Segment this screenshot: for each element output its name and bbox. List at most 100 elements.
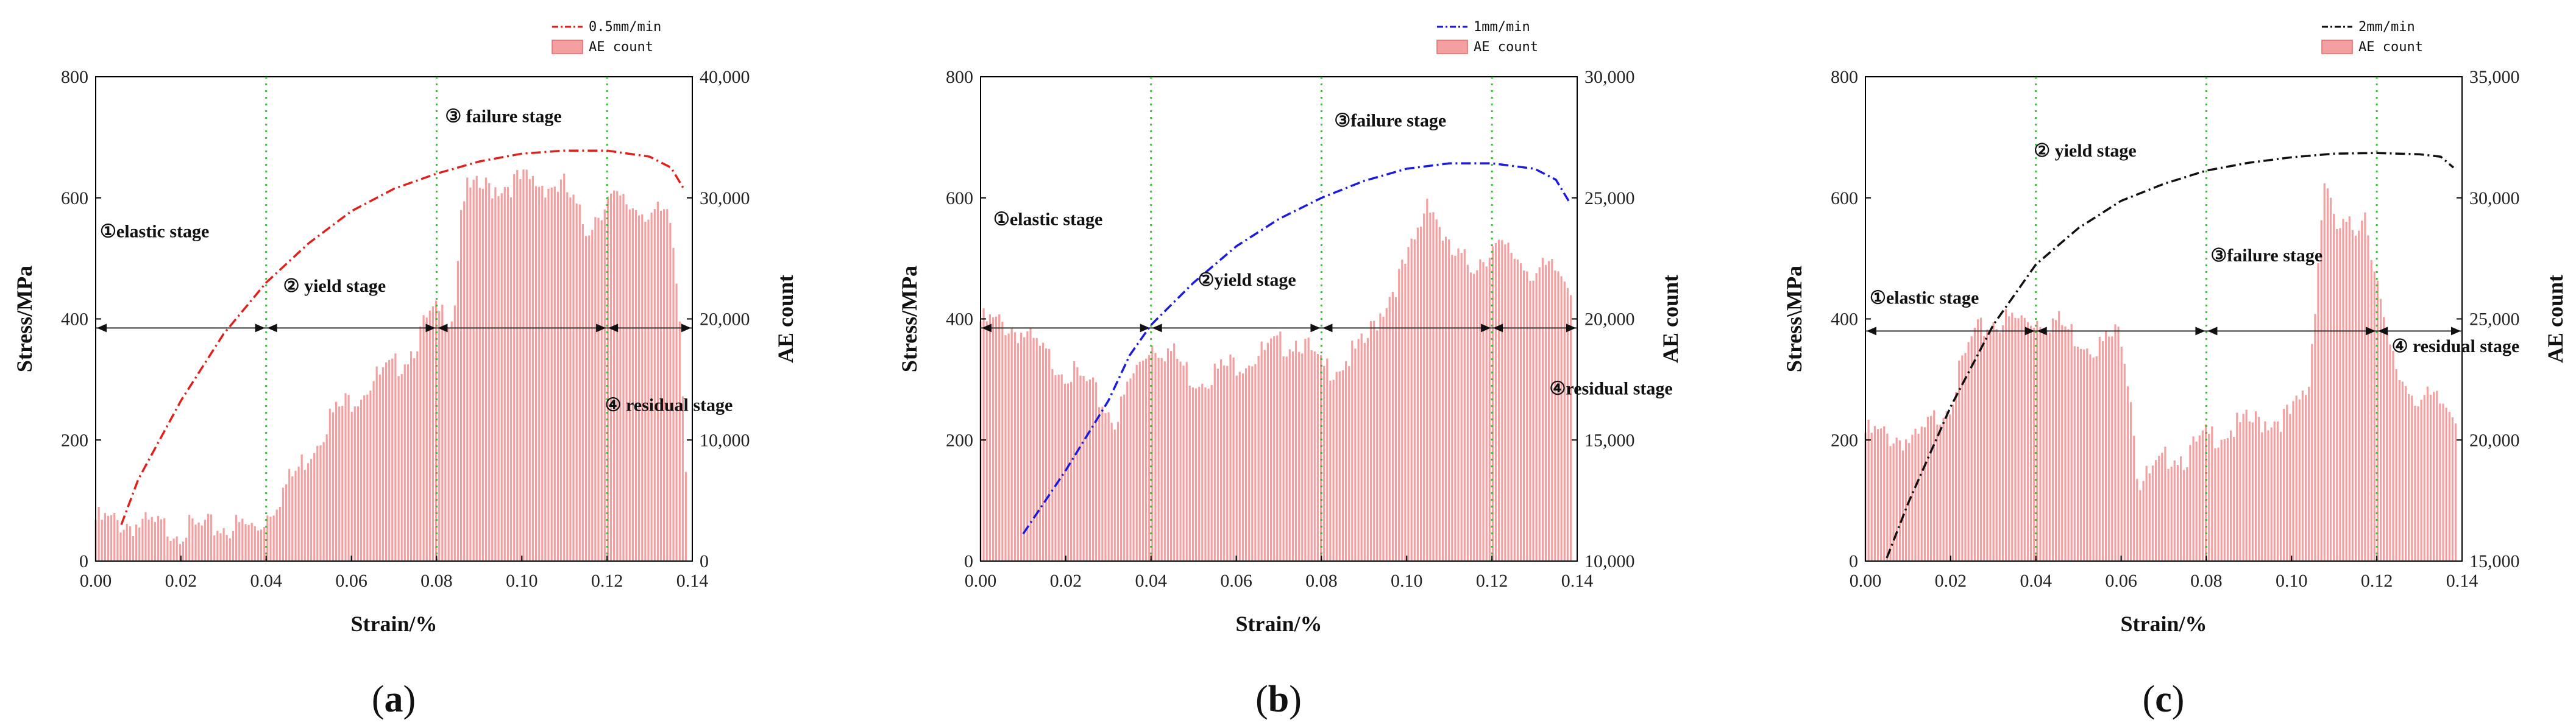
arrow-head bbox=[1493, 323, 1503, 333]
legend-line-label: 2mm/min bbox=[2358, 19, 2415, 35]
ae-bar bbox=[456, 261, 459, 561]
ae-bar bbox=[135, 525, 138, 561]
ae-bar bbox=[1060, 374, 1063, 561]
ae-bar bbox=[2092, 357, 2095, 561]
ae-bar bbox=[1229, 354, 1232, 561]
ae-bar bbox=[2083, 349, 2085, 561]
ae-bar bbox=[1432, 212, 1435, 561]
ae-bar bbox=[2114, 324, 2117, 561]
ae-bar bbox=[1473, 274, 1475, 561]
ae-bar bbox=[350, 411, 353, 561]
plot-frame bbox=[95, 76, 693, 562]
ae-bar bbox=[2211, 426, 2213, 561]
ae-bar bbox=[1007, 333, 1010, 561]
ae-bar bbox=[2026, 322, 2029, 561]
ae-bar bbox=[1204, 387, 1207, 561]
ae-bar bbox=[397, 376, 400, 561]
x-axis-title: Strain/% bbox=[350, 612, 437, 636]
ae-bar bbox=[260, 529, 263, 561]
x-tick-label: 0.04 bbox=[250, 571, 282, 591]
ae-bar bbox=[1560, 276, 1563, 561]
ae-bar bbox=[1029, 327, 1032, 561]
ae-bar bbox=[2039, 327, 2042, 561]
ae-bar bbox=[147, 520, 150, 561]
ae-bar bbox=[1544, 264, 1547, 561]
ae-bar bbox=[1557, 271, 1559, 561]
ae-bar bbox=[235, 515, 238, 561]
ae-bar bbox=[288, 469, 291, 561]
ae-bar bbox=[534, 186, 538, 562]
arrow-head bbox=[1322, 323, 1333, 333]
y-left-tick-label: 600 bbox=[946, 188, 973, 208]
ae-bar bbox=[1098, 407, 1101, 561]
stress-curve bbox=[1022, 162, 1570, 535]
ae-bar bbox=[1276, 335, 1279, 561]
ae-bar bbox=[684, 472, 687, 561]
arrow-head bbox=[2037, 327, 2047, 336]
ae-bar bbox=[1254, 364, 1257, 561]
arrow-head bbox=[255, 323, 265, 333]
ae-bar bbox=[628, 209, 631, 561]
ae-bar bbox=[1038, 345, 1041, 561]
y-right-tick-label: 15,000 bbox=[1584, 430, 1635, 450]
stage-label: ①elastic stage bbox=[993, 209, 1102, 229]
ae-bar bbox=[559, 179, 562, 562]
ae-bar bbox=[1901, 450, 1904, 561]
x-tick-label: 0.12 bbox=[1476, 571, 1508, 591]
y-right-tick-label: 0 bbox=[700, 551, 709, 571]
legend-bar-swatch bbox=[552, 40, 583, 54]
ae-bar bbox=[541, 185, 544, 561]
ae-bar bbox=[1435, 219, 1438, 561]
ae-bar bbox=[1451, 255, 1453, 561]
ae-bar bbox=[1980, 317, 1982, 561]
ae-bar bbox=[1241, 373, 1244, 561]
ae-bar bbox=[263, 527, 266, 561]
ae-bar bbox=[2376, 280, 2379, 561]
ae-bar bbox=[357, 406, 359, 561]
y-right-tick-label: 30,000 bbox=[1584, 67, 1635, 87]
ae-bar bbox=[1210, 385, 1213, 561]
ae-bar bbox=[2329, 197, 2332, 562]
x-tick-label: 0.04 bbox=[1135, 571, 1167, 591]
ae-bar bbox=[2361, 221, 2363, 561]
ae-bar bbox=[516, 170, 519, 561]
ae-bar bbox=[1273, 336, 1276, 561]
ae-bar bbox=[563, 174, 566, 561]
legend-bar-swatch bbox=[1436, 40, 1468, 54]
ae-bar bbox=[250, 523, 253, 561]
ae-bar bbox=[2226, 438, 2229, 561]
ae-bar bbox=[1307, 337, 1310, 561]
ae-bar bbox=[1986, 329, 1989, 561]
ae-bar bbox=[1460, 253, 1463, 561]
ae-bar bbox=[1001, 321, 1004, 561]
ae-bar bbox=[1989, 329, 1992, 561]
ae-bar bbox=[2270, 427, 2273, 561]
ae-bar bbox=[2014, 318, 2017, 561]
ae-bar bbox=[1332, 380, 1335, 561]
ae-bar bbox=[241, 518, 244, 561]
ae-bar bbox=[369, 391, 372, 561]
ae-bar bbox=[591, 230, 594, 561]
ae-bar bbox=[672, 247, 675, 561]
ae-bar bbox=[2045, 330, 2048, 561]
ae-bar bbox=[460, 210, 463, 561]
stage-label: ③failure stage bbox=[2210, 246, 2322, 266]
y-right-tick-label: 10,000 bbox=[1584, 551, 1635, 571]
ae-bar bbox=[2339, 228, 2341, 561]
x-tick-label: 0.08 bbox=[1305, 571, 1338, 591]
ae-bar bbox=[2005, 309, 2007, 561]
ae-bar bbox=[2048, 332, 2051, 561]
ae-bar bbox=[450, 321, 453, 561]
ae-bar bbox=[2076, 347, 2079, 561]
ae-bar bbox=[1466, 264, 1469, 561]
ae-bar bbox=[1983, 336, 1985, 561]
ae-bar bbox=[435, 300, 438, 561]
ae-bar bbox=[1936, 424, 1939, 561]
ae-bar bbox=[1235, 375, 1238, 561]
ae-bar bbox=[191, 518, 194, 561]
x-tick-label: 0.14 bbox=[2446, 571, 2478, 591]
y-left-tick-label: 200 bbox=[1831, 430, 1858, 450]
ae-bar bbox=[1285, 356, 1288, 561]
y-right-tick-label: 15,000 bbox=[2469, 551, 2520, 571]
ae-bar bbox=[2183, 470, 2185, 561]
